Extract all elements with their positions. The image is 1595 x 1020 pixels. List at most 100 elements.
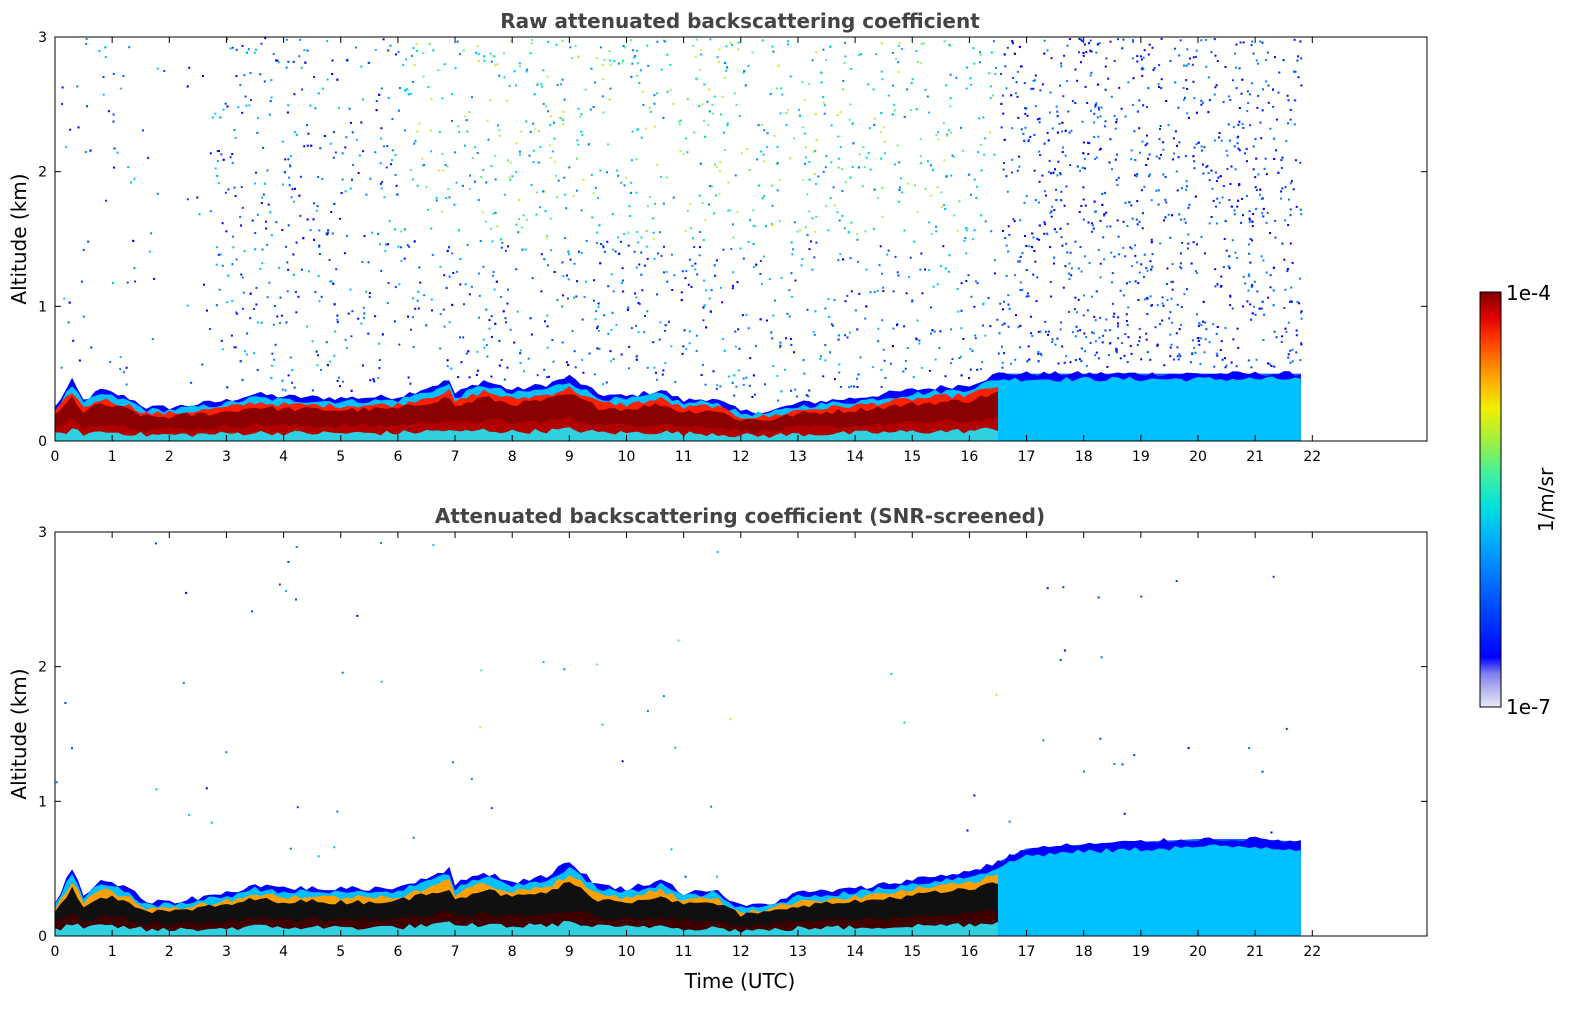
noise-pixel (965, 66, 968, 69)
noise-pixel (1113, 255, 1116, 258)
noise-pixel (209, 210, 212, 213)
noise-pixel (221, 348, 224, 351)
noise-pixel (561, 261, 564, 264)
noise-pixel (1136, 55, 1139, 58)
noise-pixel (520, 130, 523, 133)
y-axis-label: Altitude (km) (7, 173, 31, 304)
noise-pixel (1051, 127, 1054, 130)
noise-pixel (1145, 106, 1148, 108)
noise-pixel (262, 193, 265, 196)
noise-pixel (1283, 258, 1286, 261)
noise-pixel (678, 120, 680, 123)
noise-pixel (1085, 365, 1088, 368)
noise-pixel (452, 272, 455, 274)
noise-pixel (716, 384, 719, 387)
noise-pixel (594, 186, 597, 189)
noise-pixel (756, 158, 759, 161)
noise-pixel (510, 40, 513, 42)
noise-pixel (1252, 145, 1255, 148)
noise-pixel (1093, 315, 1096, 318)
noise-pixel (1040, 354, 1043, 357)
noise-pixel (1099, 316, 1102, 319)
noise-pixel (1248, 747, 1251, 750)
noise-pixel (1034, 260, 1037, 263)
noise-pixel (237, 106, 240, 109)
noise-pixel (780, 390, 783, 393)
noise-pixel (1148, 43, 1151, 46)
noise-pixel (351, 310, 354, 313)
noise-pixel (635, 324, 637, 327)
noise-pixel (579, 115, 582, 118)
noise-pixel (1224, 327, 1227, 329)
noise-pixel (860, 53, 863, 56)
noise-pixel (282, 183, 284, 186)
noise-pixel (1233, 213, 1236, 216)
noise-pixel (1021, 288, 1024, 291)
noise-pixel (507, 159, 509, 162)
noise-pixel (224, 191, 227, 194)
noise-pixel (696, 273, 699, 276)
noise-pixel (1068, 310, 1071, 313)
noise-pixel (1273, 365, 1276, 368)
noise-pixel (290, 196, 293, 199)
noise-pixel (1208, 99, 1211, 102)
noise-pixel (980, 214, 983, 217)
noise-pixel (430, 227, 433, 230)
noise-pixel (1289, 300, 1291, 303)
noise-pixel (849, 331, 851, 334)
noise-pixel (1036, 276, 1039, 279)
noise-pixel (880, 386, 883, 388)
noise-pixel (102, 93, 105, 96)
noise-pixel (1087, 153, 1090, 155)
noise-pixel (1002, 230, 1004, 232)
noise-pixel (1286, 268, 1289, 271)
noise-pixel (1061, 121, 1064, 124)
noise-pixel (935, 225, 938, 228)
noise-pixel (839, 111, 842, 114)
noise-pixel (659, 231, 661, 234)
noise-pixel (498, 129, 501, 132)
noise-pixel (716, 551, 719, 553)
noise-pixel (543, 190, 546, 193)
noise-pixel (991, 94, 994, 97)
noise-pixel (1086, 309, 1089, 312)
noise-pixel (1134, 244, 1136, 247)
noise-pixel (226, 38, 228, 41)
noise-pixel (1294, 70, 1297, 73)
noise-pixel (462, 336, 465, 339)
panel-title: Raw attenuated backscattering coefficien… (500, 9, 980, 33)
noise-pixel (621, 760, 624, 763)
noise-pixel (594, 318, 597, 321)
noise-pixel (290, 155, 292, 158)
noise-pixel (542, 69, 545, 72)
noise-pixel (960, 126, 962, 129)
noise-pixel (321, 87, 324, 90)
noise-pixel (839, 146, 842, 149)
noise-pixel (739, 247, 742, 250)
noise-pixel (1082, 141, 1085, 144)
y-axis-label: Altitude (km) (7, 668, 31, 799)
x-tick-label: 10 (618, 449, 636, 465)
noise-pixel (1116, 153, 1118, 156)
noise-pixel (742, 383, 745, 386)
noise-pixel (776, 163, 778, 166)
noise-pixel (622, 45, 625, 47)
noise-pixel (1265, 221, 1268, 224)
noise-pixel (217, 253, 220, 256)
noise-pixel (531, 277, 534, 280)
noise-pixel (556, 299, 559, 301)
noise-pixel (1146, 142, 1149, 145)
noise-pixel (733, 92, 736, 95)
noise-pixel (431, 253, 434, 256)
noise-pixel (1202, 320, 1204, 323)
noise-pixel (1024, 112, 1027, 115)
noise-pixel (318, 253, 321, 255)
noise-pixel (847, 231, 850, 234)
noise-pixel (1275, 336, 1278, 339)
noise-pixel (1090, 71, 1093, 74)
noise-pixel (727, 209, 730, 212)
noise-pixel (897, 200, 900, 203)
noise-pixel (1056, 115, 1059, 118)
noise-pixel (1275, 149, 1278, 152)
noise-pixel (497, 124, 500, 127)
